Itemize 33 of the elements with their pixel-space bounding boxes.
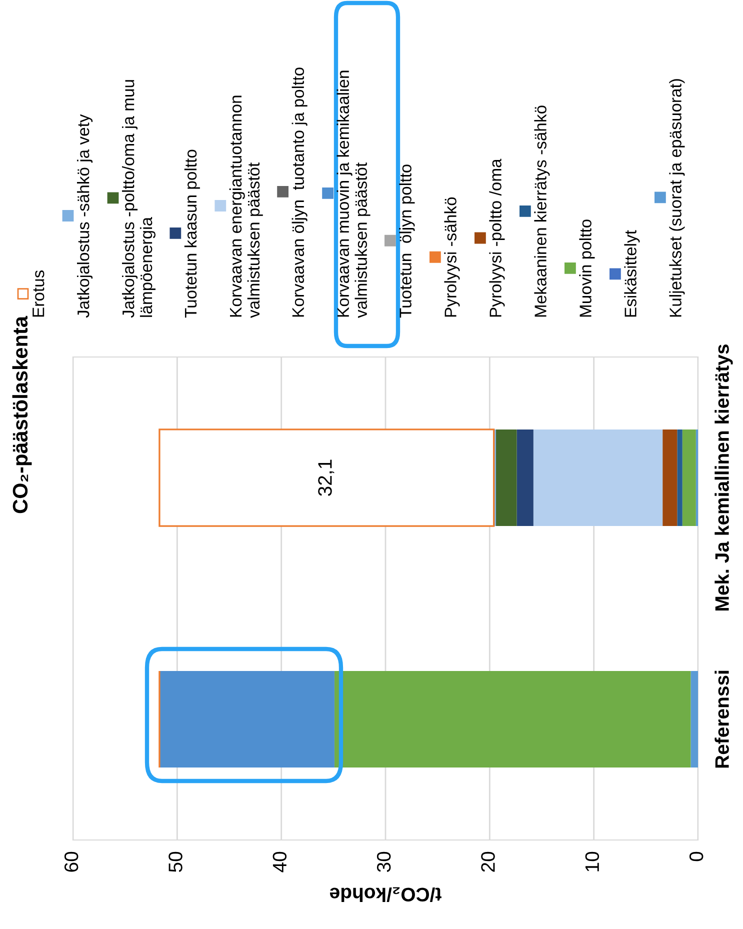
- bar: [516, 429, 534, 526]
- bar: [682, 429, 696, 526]
- bar: [496, 429, 517, 526]
- legend-label: Jatkojalostus -sähkö ja vety: [77, 114, 93, 318]
- x-tick-label: 50: [168, 852, 182, 872]
- legend-label: Kuljetukset (suorat ja epäsuorat): [669, 79, 685, 317]
- bar: [677, 429, 682, 526]
- y-tick-label: Referenssi: [714, 670, 729, 768]
- x-tick-label: 20: [481, 852, 495, 872]
- bar: [690, 670, 698, 768]
- x-tick-label: 30: [376, 852, 391, 872]
- y-tick-label: Mek. Ja kemiallinen kierrätys: [714, 344, 733, 610]
- x-tick-label: 10: [585, 852, 600, 872]
- legend-label: Erotus: [32, 270, 44, 317]
- data-label: 32,1: [318, 460, 334, 496]
- x-axis-title: t/CO₂/kohde: [330, 887, 442, 902]
- bar: [662, 429, 678, 526]
- x-tick-label: 40: [272, 852, 287, 872]
- legend-label: Korvaavan muovin ja kemikaalien valmistuksen päästöt: [336, 70, 370, 318]
- legend-label: Mekaaninen kierrätys -sähkö: [534, 106, 550, 317]
- text: CO₂-päästölaskenta: [12, 316, 32, 514]
- legend-label: Jatkojalostus -poltto/oma ja muu lämpöenergia: [122, 80, 156, 318]
- legend-label: Pyrolyysi -poltto /oma: [489, 158, 505, 317]
- legend-label: Tuotetun kaasun poltto: [184, 150, 200, 318]
- bar: [158, 428, 495, 527]
- legend-label: Muovin poltto: [579, 220, 595, 317]
- legend-label: Korvaavan öljyn tuotanto ja poltto: [292, 68, 308, 317]
- legend-label: Pyrolyysi -sähkö: [444, 197, 460, 317]
- legend-label: Esikäsittelyt: [624, 230, 640, 317]
- x-tick-label: 0: [689, 852, 704, 862]
- x-tick-label: 60: [64, 852, 78, 872]
- bar: [533, 429, 663, 526]
- legend-label: Tuotetun öljyn poltto: [399, 164, 415, 318]
